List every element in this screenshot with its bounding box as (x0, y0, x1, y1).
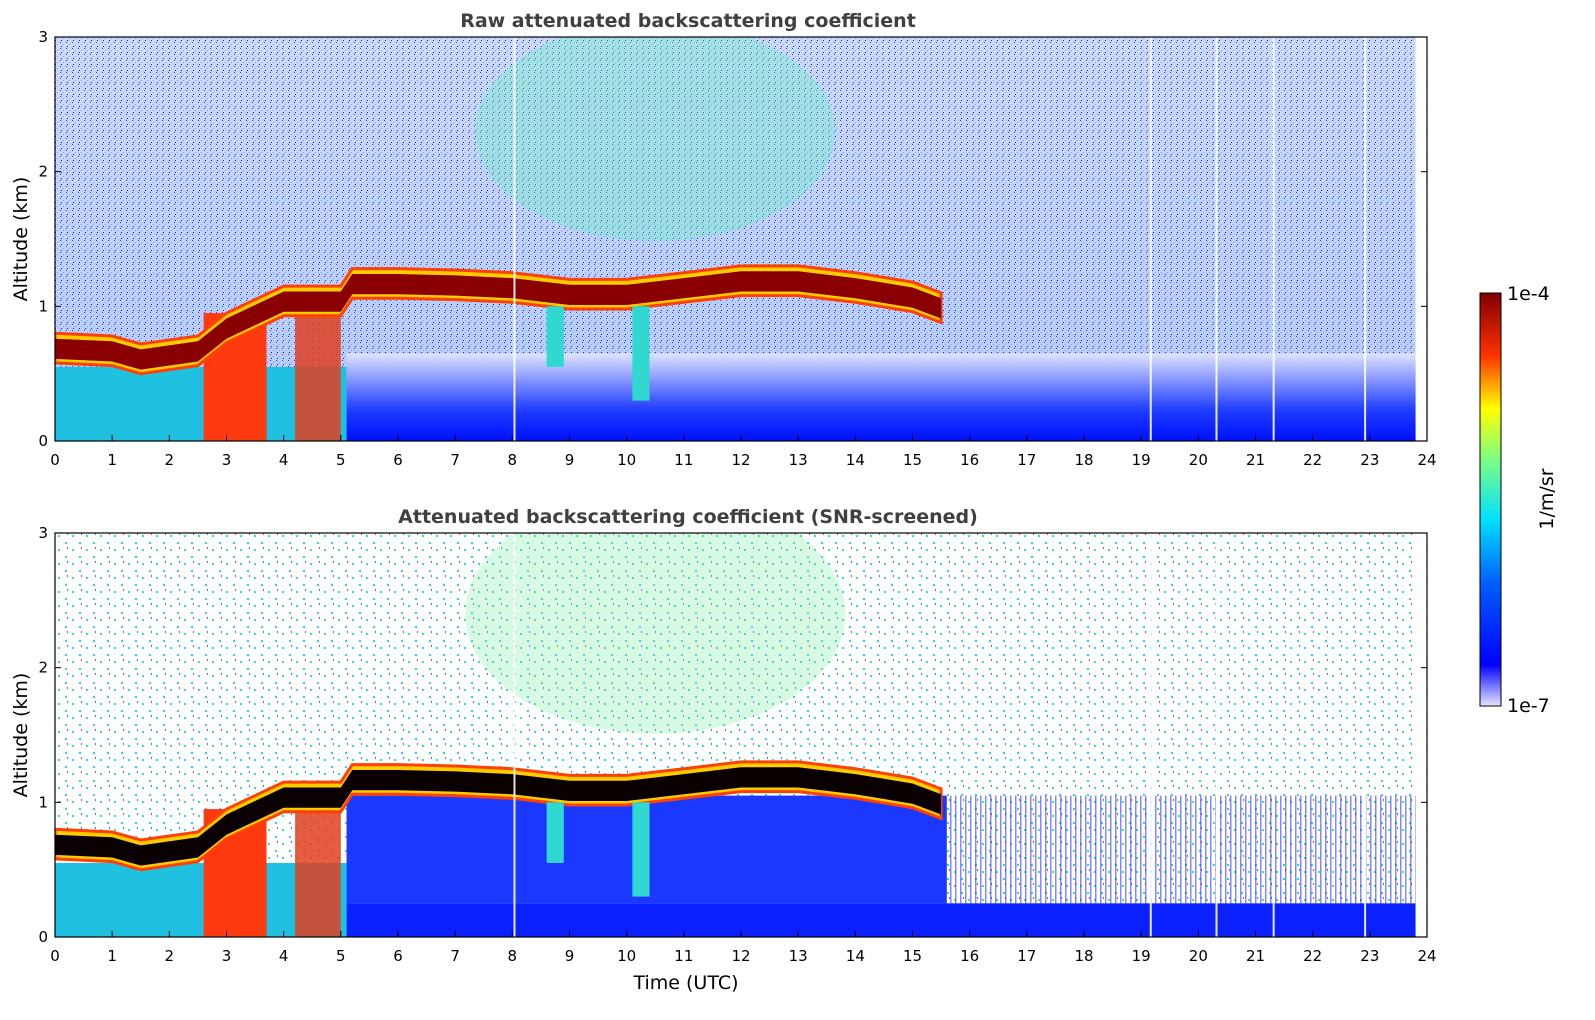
x-tick-label: 6 (393, 947, 403, 965)
data-gap-line (1215, 37, 1218, 441)
x-tick-label: 10 (617, 947, 636, 965)
x-tick-label: 3 (222, 451, 232, 469)
x-tick-label: 19 (1132, 947, 1151, 965)
y-tick-label: 0 (38, 928, 48, 946)
data-gap-line (1149, 37, 1152, 441)
x-tick-label: 14 (846, 947, 865, 965)
x-tick-label: 0 (50, 947, 60, 965)
x-axis-label: Time (UTC) (632, 972, 738, 994)
chart-title: Attenuated backscattering coefficient (S… (398, 506, 978, 528)
x-tick-label: 7 (450, 947, 460, 965)
aerosol-haze (465, 533, 846, 734)
cloud-layer-core (55, 767, 942, 866)
plot-area (55, 37, 1416, 441)
data-gap-line (1364, 533, 1367, 937)
x-tick-label: 19 (1132, 451, 1151, 469)
y-tick-label: 3 (38, 524, 48, 542)
y-axis-label: Altitude (km) (10, 673, 32, 798)
x-tick-label: 1 (107, 451, 117, 469)
x-tick-label: 4 (279, 947, 289, 965)
top-panel: 0 1 2 3 4 5 6 7 8 9 10 11 12 13 14 15 16 17 18 19 20 21 22 23 24… (10, 10, 1437, 469)
data-gap-line (1215, 533, 1218, 937)
x-tick-label: 17 (1017, 947, 1036, 965)
x-tick-label: 8 (508, 451, 518, 469)
colorbar: 1e-4 1e-7 1/m/sr (1479, 283, 1558, 717)
precip-column (295, 788, 341, 937)
surface-layer (346, 903, 1416, 937)
y-tick-label: 1 (38, 297, 48, 315)
x-tick-label: 24 (1417, 451, 1436, 469)
data-gap-line (1272, 37, 1275, 441)
data-gap-line (1364, 37, 1367, 441)
x-tick-label: 12 (731, 451, 750, 469)
data-gap-line (513, 37, 516, 441)
colorbar-label: 1/m/sr (1536, 468, 1558, 529)
y-tick-label: 1 (38, 793, 48, 811)
x-tick-label: 24 (1417, 947, 1436, 965)
plot-area (55, 533, 1416, 937)
chart-title: Raw attenuated backscattering coefficien… (460, 10, 916, 32)
data-gap-line (1272, 533, 1275, 937)
x-tick-label: 9 (565, 947, 575, 965)
x-tick-label: 9 (565, 451, 575, 469)
x-tick-label: 5 (336, 451, 346, 469)
x-tick-label: 4 (279, 451, 289, 469)
x-tick-label: 23 (1360, 451, 1379, 469)
screened-vertical-streaks (946, 795, 1416, 904)
fallstreak (632, 306, 650, 401)
data-gap-line (1149, 533, 1152, 937)
y-tick-label: 0 (38, 432, 48, 450)
x-tick-label: 7 (450, 451, 460, 469)
fallstreak (546, 306, 564, 367)
x-tick-label: 16 (960, 947, 979, 965)
x-tick-label: 8 (508, 947, 518, 965)
x-tick-label: 13 (789, 451, 808, 469)
colorbar-min-label: 1e-7 (1507, 695, 1550, 717)
colorbar-max-label: 1e-4 (1507, 283, 1550, 305)
x-tick-label: 20 (1189, 451, 1208, 469)
x-tick-label: 21 (1246, 451, 1265, 469)
fallstreak (632, 802, 650, 897)
cloud-layer-core (55, 271, 942, 370)
x-tick-label: 14 (846, 451, 865, 469)
x-tick-label: 17 (1017, 451, 1036, 469)
y-axis-label: Altitude (km) (10, 177, 32, 302)
x-tick-label: 21 (1246, 947, 1265, 965)
x-tick-label: 22 (1303, 947, 1322, 965)
x-tick-label: 2 (165, 451, 175, 469)
precip-column (295, 292, 341, 441)
x-tick-label: 6 (393, 451, 403, 469)
x-tick-label: 11 (674, 947, 693, 965)
bottom-panel: 0 1 2 3 4 5 6 7 8 9 10 11 12 13 14 15 16 17 18 19 20 21 22 23 24… (10, 506, 1437, 994)
x-tick-label: 16 (960, 451, 979, 469)
x-tick-label: 15 (903, 947, 922, 965)
x-tick-label: 22 (1303, 451, 1322, 469)
x-tick-label: 12 (731, 947, 750, 965)
colorbar-gradient (1479, 292, 1502, 707)
x-tick-label: 10 (617, 451, 636, 469)
boundary-layer (346, 353, 1416, 441)
y-tick-label: 2 (38, 659, 48, 677)
x-tick-label: 0 (50, 451, 60, 469)
x-tick-label: 20 (1189, 947, 1208, 965)
x-tick-label: 18 (1074, 947, 1093, 965)
x-tick-label: 11 (674, 451, 693, 469)
x-tick-label: 23 (1360, 947, 1379, 965)
data-gap-line (513, 533, 516, 937)
x-tick-label: 1 (107, 947, 117, 965)
fallstreak (546, 802, 564, 863)
x-tick-label: 18 (1074, 451, 1093, 469)
x-tick-label: 5 (336, 947, 346, 965)
aerosol-haze (475, 37, 836, 242)
y-tick-label: 3 (38, 28, 48, 46)
x-tick-label: 2 (165, 947, 175, 965)
y-tick-label: 2 (38, 163, 48, 181)
x-tick-label: 3 (222, 947, 232, 965)
x-tick-label: 13 (789, 947, 808, 965)
x-tick-label: 15 (903, 451, 922, 469)
